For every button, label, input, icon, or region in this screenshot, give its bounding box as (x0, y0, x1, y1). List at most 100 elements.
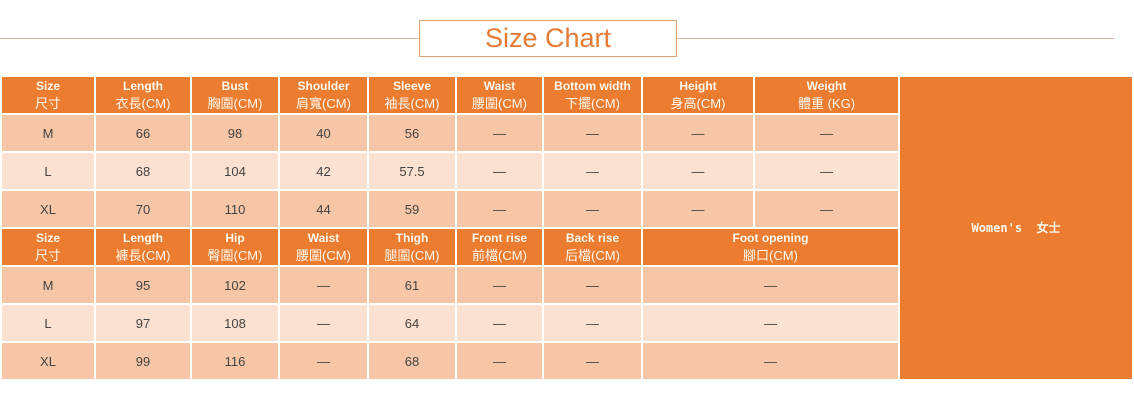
header-en: Shoulder (297, 79, 350, 93)
pants-table-row: XL 99 116—68— — — (0, 341, 1133, 381)
pants-table-row: L 97 108—64— — — (0, 303, 1133, 343)
tops-cell: 57.5 (367, 151, 457, 191)
title-rule-left (0, 38, 419, 39)
pants-cell: — (542, 341, 643, 381)
tops-cell: L (0, 151, 96, 191)
tops-table-row: M 66 98 40 56— — — — (0, 113, 1133, 153)
header-en: Size (35, 231, 60, 245)
pants-cell: 97 (94, 303, 192, 343)
pants-header-cell: Front rise 前檔(CM) (455, 227, 544, 267)
header-zh: 前檔(CM) (472, 248, 527, 263)
pants-cell: 108 (190, 303, 280, 343)
header-en: Hip (225, 231, 245, 245)
pants-cell: 68 (367, 341, 457, 381)
header-zh: 衣長(CM) (115, 96, 171, 111)
pants-cell: — (641, 265, 900, 305)
pants-cell: 95 (94, 265, 192, 305)
pants-cell: 61 (367, 265, 457, 305)
tops-header-row: Size 尺寸 Length 衣長(CM) Bust 胸圍(CM) Shoulder 肩寬(C… (0, 75, 1134, 381)
pants-header-row: Size 尺寸 Length 褲長(CM) Hip 臀圍(CM) Waist 腰圍(CM) Th… (0, 227, 1133, 267)
header-en: Bust (221, 79, 249, 93)
header-zh: 后檔(CM) (565, 248, 620, 263)
pants-cell: — (278, 303, 369, 343)
pants-header-cell: Length 褲長(CM) (94, 227, 192, 267)
tops-cell: 66 (94, 113, 192, 153)
tops-cell: — (455, 151, 544, 191)
pants-cell: — (641, 303, 900, 343)
tops-cell: — (542, 113, 643, 153)
tops-header-cell: Size 尺寸 (0, 75, 96, 115)
tops-cell: M (0, 113, 96, 153)
header-en: Back rise (565, 231, 620, 245)
header-en: Foot opening (732, 231, 809, 245)
header-zh: 腰圍(CM) (472, 96, 527, 111)
tops-cell: — (641, 151, 755, 191)
header-zh: 胸圍(CM) (207, 96, 263, 111)
pants-cell: — (542, 303, 643, 343)
header-en: Weight (806, 79, 847, 93)
pants-cell: 102 (190, 265, 280, 305)
header-en: Waist (483, 79, 516, 93)
header-zh: 腿圍(CM) (384, 248, 440, 263)
tops-cell: 98 (190, 113, 280, 153)
header-en: Length (123, 79, 163, 93)
pants-header-cell: Foot opening 腳口(CM) (641, 227, 900, 267)
tops-header-cell: Weight 體重 (KG) (753, 75, 900, 115)
tops-cell: — (455, 113, 544, 153)
header-en: Front rise (471, 231, 528, 245)
header-zh: 下擺(CM) (565, 96, 620, 111)
tops-cell: — (641, 189, 755, 229)
pants-header-cell: Waist 腰圍(CM) (278, 227, 369, 267)
page-title: Size Chart (419, 20, 677, 57)
tops-header-cell: Length 衣長(CM) (94, 75, 192, 115)
pants-cell: 99 (94, 341, 192, 381)
tops-cell: 70 (94, 189, 192, 229)
tops-cell: XL (0, 189, 96, 229)
pants-cell: — (641, 341, 900, 381)
pants-header-cell: Back rise 后檔(CM) (542, 227, 643, 267)
tops-header-cell: Bust 胸圍(CM) (190, 75, 280, 115)
pants-cell: 116 (190, 341, 280, 381)
header-en: Waist (307, 231, 340, 245)
pants-cell: — (278, 341, 369, 381)
tops-cell: — (455, 189, 544, 229)
tops-header-cell: Height 身高(CM) (641, 75, 755, 115)
tops-cell: 42 (278, 151, 369, 191)
pants-cell: M (0, 265, 96, 305)
header-zh: 腳口(CM) (743, 248, 798, 263)
size-chart-table: Size 尺寸 Length 衣長(CM) Bust 胸圍(CM) Shoulder 肩寬(C… (0, 75, 1134, 381)
tops-cell: 40 (278, 113, 369, 153)
tops-cell: — (753, 189, 900, 229)
header-zh: 身高(CM) (670, 96, 726, 111)
header-en: Sleeve (392, 79, 432, 93)
tops-cell: — (753, 151, 900, 191)
pants-cell: 64 (367, 303, 457, 343)
pants-cell: — (455, 341, 544, 381)
header-en: Height (679, 79, 717, 93)
header-zh: 尺寸 (34, 248, 61, 263)
tops-cell: — (542, 151, 643, 191)
header-zh: 體重 (KG) (797, 96, 856, 111)
header-zh: 腰圍(CM) (296, 248, 351, 263)
title-rule-right (677, 38, 1114, 39)
tops-cell: 110 (190, 189, 280, 229)
header-zh: 肩寬(CM) (296, 96, 351, 111)
pants-header-cell: Hip 臀圍(CM) (190, 227, 280, 267)
header-en: Thigh (395, 231, 429, 245)
header-en: Bottom width (554, 79, 631, 93)
pants-header-cell: Thigh 腿圍(CM) (367, 227, 457, 267)
tops-table-row: XL 70 110 44 59— — — — (0, 189, 1133, 229)
tops-header-cell: Bottom width 下擺(CM) (542, 75, 643, 115)
header-en: Size (35, 79, 60, 93)
header-en: Length (123, 231, 163, 245)
tops-header-cell: Sleeve 袖長(CM) (367, 75, 457, 115)
header-zh: 袖長(CM) (384, 96, 440, 111)
pants-cell: — (455, 303, 544, 343)
tops-cell: 56 (367, 113, 457, 153)
tops-cell: 59 (367, 189, 457, 229)
tops-table-row: L 68 104 42 57.5— — — — (0, 151, 1133, 191)
pants-cell: — (542, 265, 643, 305)
tops-header-cell: Waist 腰圍(CM) (455, 75, 544, 115)
tops-cell: — (753, 113, 900, 153)
header-zh: 褲長(CM) (115, 248, 171, 263)
